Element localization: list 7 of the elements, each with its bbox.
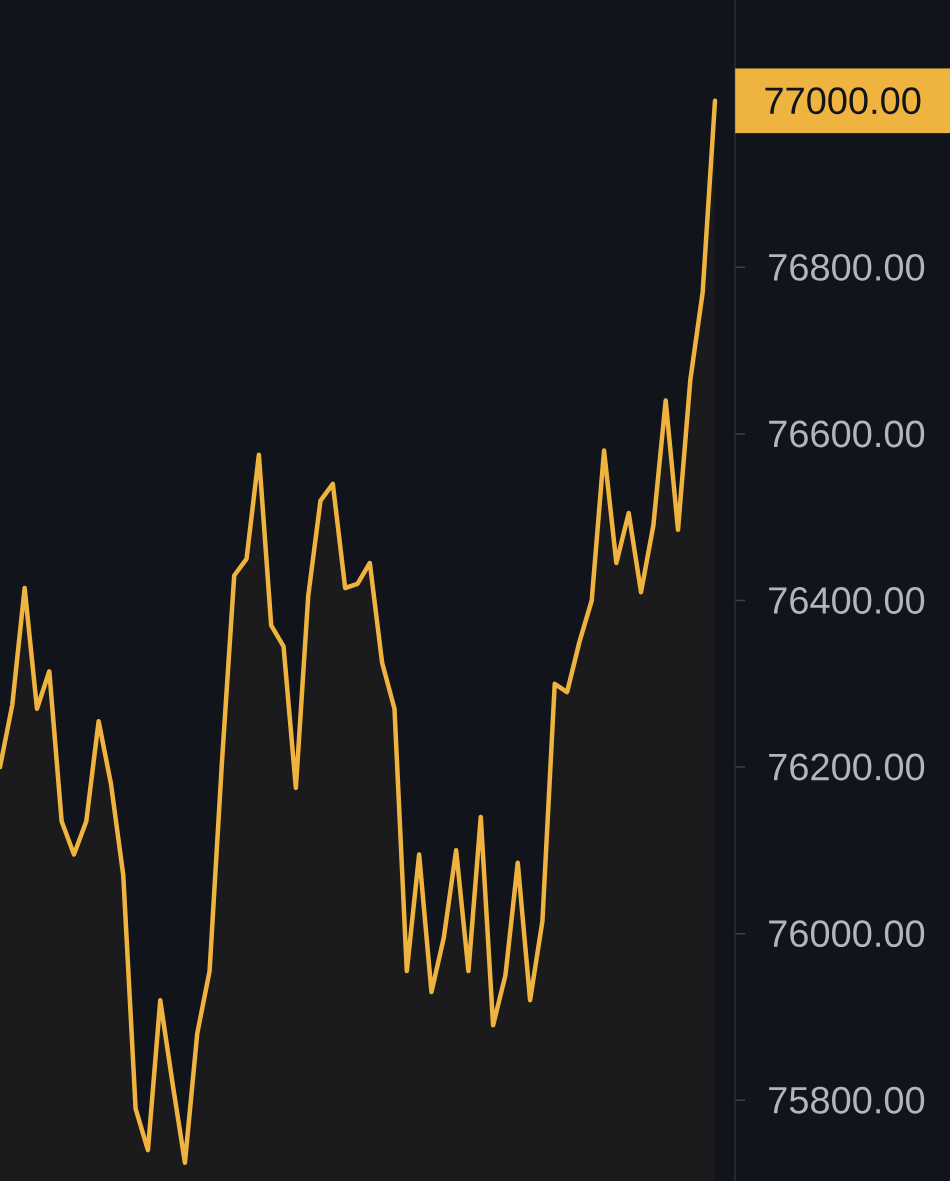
y-tick-label: 76600.00 bbox=[769, 420, 925, 448]
text: 77000.00 bbox=[765, 87, 921, 115]
y-tick-label: 76800.00 bbox=[769, 253, 925, 281]
y-tick-label: 76400.00 bbox=[769, 587, 925, 614]
y-tick-label: 75800.00 bbox=[769, 1086, 925, 1114]
y-tick-label: 76200.00 bbox=[769, 753, 925, 781]
y-tick-label: 76000.00 bbox=[769, 920, 925, 948]
